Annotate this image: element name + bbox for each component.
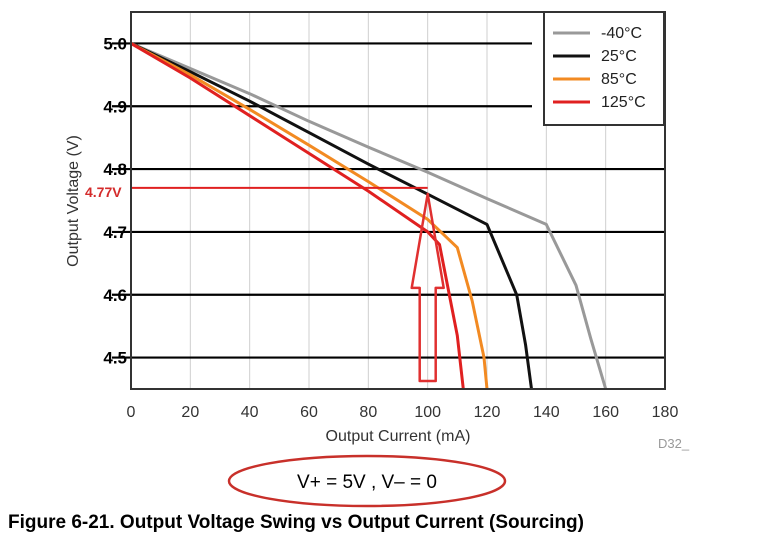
legend-label: 125°C xyxy=(601,94,646,111)
x-tick-label: 180 xyxy=(652,404,679,421)
x-axis-tick-labels: 0 20 40 60 80 100 120 140 160 180 xyxy=(127,404,679,421)
y-axis-tick-labels: 4.5 4.6 4.7 4.8 4.9 5.0 xyxy=(103,34,127,367)
horizontal-grid xyxy=(112,42,665,359)
x-tick-label: 40 xyxy=(241,404,259,421)
legend-label: -40°C xyxy=(601,25,642,42)
legend-label: 25°C xyxy=(601,48,637,65)
chart: 0 20 40 60 80 100 120 140 160 180 4.5 4.6 4.7 4.8 4.9… xyxy=(65,11,690,508)
plot-frame xyxy=(130,11,666,390)
x-tick-label: 120 xyxy=(474,404,501,421)
series-line xyxy=(130,42,533,390)
series-line xyxy=(130,42,465,390)
figure-caption: Figure 6-21. Output Voltage Swing vs Out… xyxy=(8,512,584,533)
y-tick-label: 4.5 xyxy=(103,349,127,368)
supply-note: V+ = 5V , V– = 0 xyxy=(297,472,437,493)
y-tick-label: 4.8 xyxy=(103,160,127,179)
legend: -40°C 25°C 85°C 125°C xyxy=(543,11,665,126)
up-arrow-icon xyxy=(410,192,445,383)
legend-box xyxy=(543,11,665,126)
x-tick-label: 60 xyxy=(300,404,318,421)
y-tick-label: 4.7 xyxy=(103,223,127,242)
marker-label: 4.77V xyxy=(85,184,122,200)
series-line xyxy=(130,42,489,390)
x-tick-label: 80 xyxy=(359,404,377,421)
x-tick-label: 20 xyxy=(181,404,199,421)
arrow-shape xyxy=(410,192,445,383)
y-axis-label: Output Voltage (V) xyxy=(65,135,82,267)
x-tick-label: 140 xyxy=(533,404,560,421)
x-tick-label: 100 xyxy=(414,404,441,421)
device-code: D32_ xyxy=(658,436,690,451)
series-line xyxy=(130,42,608,390)
x-tick-label: 0 xyxy=(127,404,136,421)
legend-label: 85°C xyxy=(601,71,637,88)
supply-note-highlight xyxy=(227,454,507,508)
series-lines xyxy=(130,42,608,390)
y-tick-label: 5.0 xyxy=(103,34,127,53)
y-tick-label: 4.9 xyxy=(103,97,127,116)
x-tick-label: 160 xyxy=(592,404,619,421)
x-axis-label: Output Current (mA) xyxy=(326,428,471,445)
y-tick-label: 4.6 xyxy=(103,286,127,305)
